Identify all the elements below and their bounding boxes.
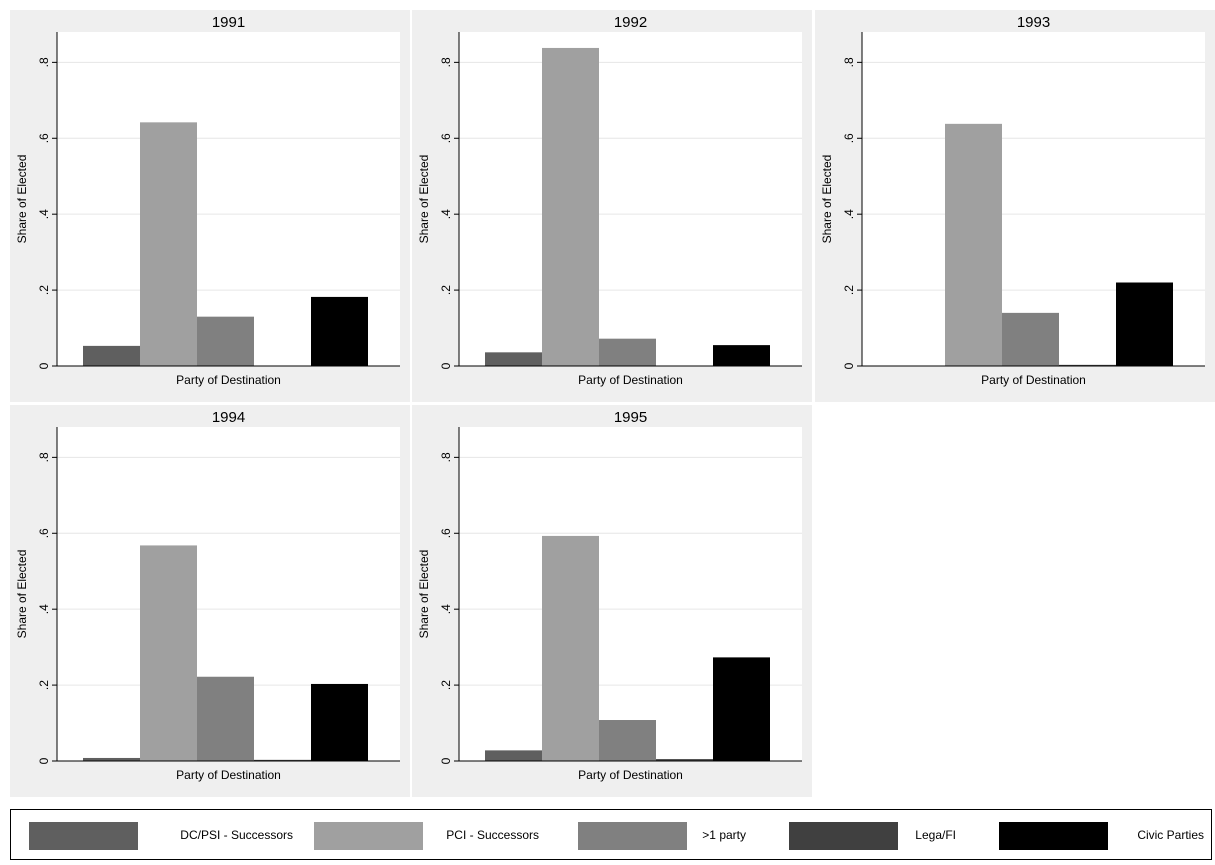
y-tick-label: .4 (37, 209, 51, 219)
chart-title: 1991 (212, 14, 245, 31)
y-tick-label: .6 (37, 133, 51, 143)
y-tick-label: .4 (842, 209, 856, 219)
y-tick-label: .2 (37, 285, 51, 295)
chart-panel-1994: 0 .2 .4 .6 .8 1994 Share of Elected Party of De… (10, 405, 410, 797)
bar--1-party (1002, 312, 1059, 366)
y-axis-label: Share of Elected (417, 155, 431, 244)
bar-lega-fi (656, 759, 713, 761)
bar-civic-parties (1116, 282, 1173, 366)
legend-swatch (29, 822, 138, 850)
y-tick-label: 0 (439, 362, 453, 369)
x-axis-label: Party of Destination (981, 373, 1086, 387)
y-tick-label: .4 (439, 209, 453, 219)
y-tick-label: .6 (439, 528, 453, 538)
y-tick-label: .6 (37, 528, 51, 538)
legend-label: PCI - Successors (446, 828, 539, 842)
chart-panel-1993: 0 .2 .4 .6 .8 1993 Share of Elected Party of De… (815, 10, 1215, 402)
chart-panel-1991: 0 .2 .4 .6 .8 1991 Share of Elected Party of De… (10, 10, 410, 402)
bar-pci-successors (945, 123, 1002, 366)
legend-swatch (789, 822, 898, 850)
bar-pci-successors (140, 122, 197, 366)
y-axis-label: Share of Elected (820, 155, 834, 244)
y-axis-label: Share of Elected (417, 550, 431, 639)
y-tick-label: .8 (842, 57, 856, 67)
y-tick-label: .2 (37, 680, 51, 690)
bar-civic-parties (311, 683, 368, 761)
chart-title: 1993 (1017, 14, 1050, 31)
bar-lega-fi (1059, 364, 1116, 366)
small-multiples-chart: 0 .2 .4 .6 .8 1991 Share of Elected Party of De… (10, 10, 1215, 797)
y-axis-label: Share of Elected (15, 550, 29, 639)
legend: DC/PSI - Successors PCI - Successors >1 pa… (10, 809, 1212, 860)
legend-swatch (578, 822, 687, 850)
y-tick-label: .2 (842, 285, 856, 295)
bar-dc-psi-successors (485, 352, 542, 366)
y-axis-label: Share of Elected (15, 155, 29, 244)
plot-area (459, 32, 802, 366)
legend-label: Lega/FI (915, 828, 956, 842)
bar-civic-parties (713, 345, 770, 366)
legend-label: Civic Parties (1137, 828, 1204, 842)
chart-panel-1992: 0 .2 .4 .6 .8 1992 Share of Elected Party of De… (412, 10, 812, 402)
y-tick-label: .8 (439, 57, 453, 67)
bar-lega-fi (254, 759, 311, 761)
chart-panel-1995: 0 .2 .4 .6 .8 1995 Share of Elected Party of De… (412, 405, 812, 797)
y-tick-label: .2 (439, 285, 453, 295)
bar-pci-successors (542, 535, 599, 761)
legend-label: >1 party (702, 828, 746, 842)
legend-label: DC/PSI - Successors (180, 828, 293, 842)
bar-civic-parties (311, 296, 368, 366)
chart-title: 1992 (614, 14, 647, 31)
bar-dc-psi-successors (83, 345, 140, 366)
chart-title: 1995 (614, 409, 647, 426)
legend-swatch (314, 822, 423, 850)
y-tick-label: 0 (37, 757, 51, 764)
y-tick-label: .6 (842, 133, 856, 143)
bar-dc-psi-successors (485, 750, 542, 761)
y-tick-label: 0 (842, 362, 856, 369)
y-tick-label: .4 (439, 604, 453, 614)
bar--1-party (599, 338, 656, 366)
y-tick-label: 0 (37, 362, 51, 369)
y-tick-label: .6 (439, 133, 453, 143)
y-tick-label: .4 (37, 604, 51, 614)
y-tick-label: .8 (37, 57, 51, 67)
y-tick-label: .8 (37, 452, 51, 462)
x-axis-label: Party of Destination (176, 373, 281, 387)
y-tick-label: .8 (439, 452, 453, 462)
x-axis-label: Party of Destination (578, 373, 683, 387)
y-tick-label: 0 (439, 757, 453, 764)
legend-swatch (999, 822, 1108, 850)
bar--1-party (599, 720, 656, 761)
bar--1-party (197, 316, 254, 366)
bar-pci-successors (140, 545, 197, 761)
bar-dc-psi-successors (83, 757, 140, 761)
x-axis-label: Party of Destination (176, 768, 281, 782)
bar-civic-parties (713, 657, 770, 761)
bar-pci-successors (542, 47, 599, 366)
chart-title: 1994 (212, 409, 245, 426)
y-tick-label: .2 (439, 680, 453, 690)
x-axis-label: Party of Destination (578, 768, 683, 782)
bar--1-party (197, 676, 254, 761)
